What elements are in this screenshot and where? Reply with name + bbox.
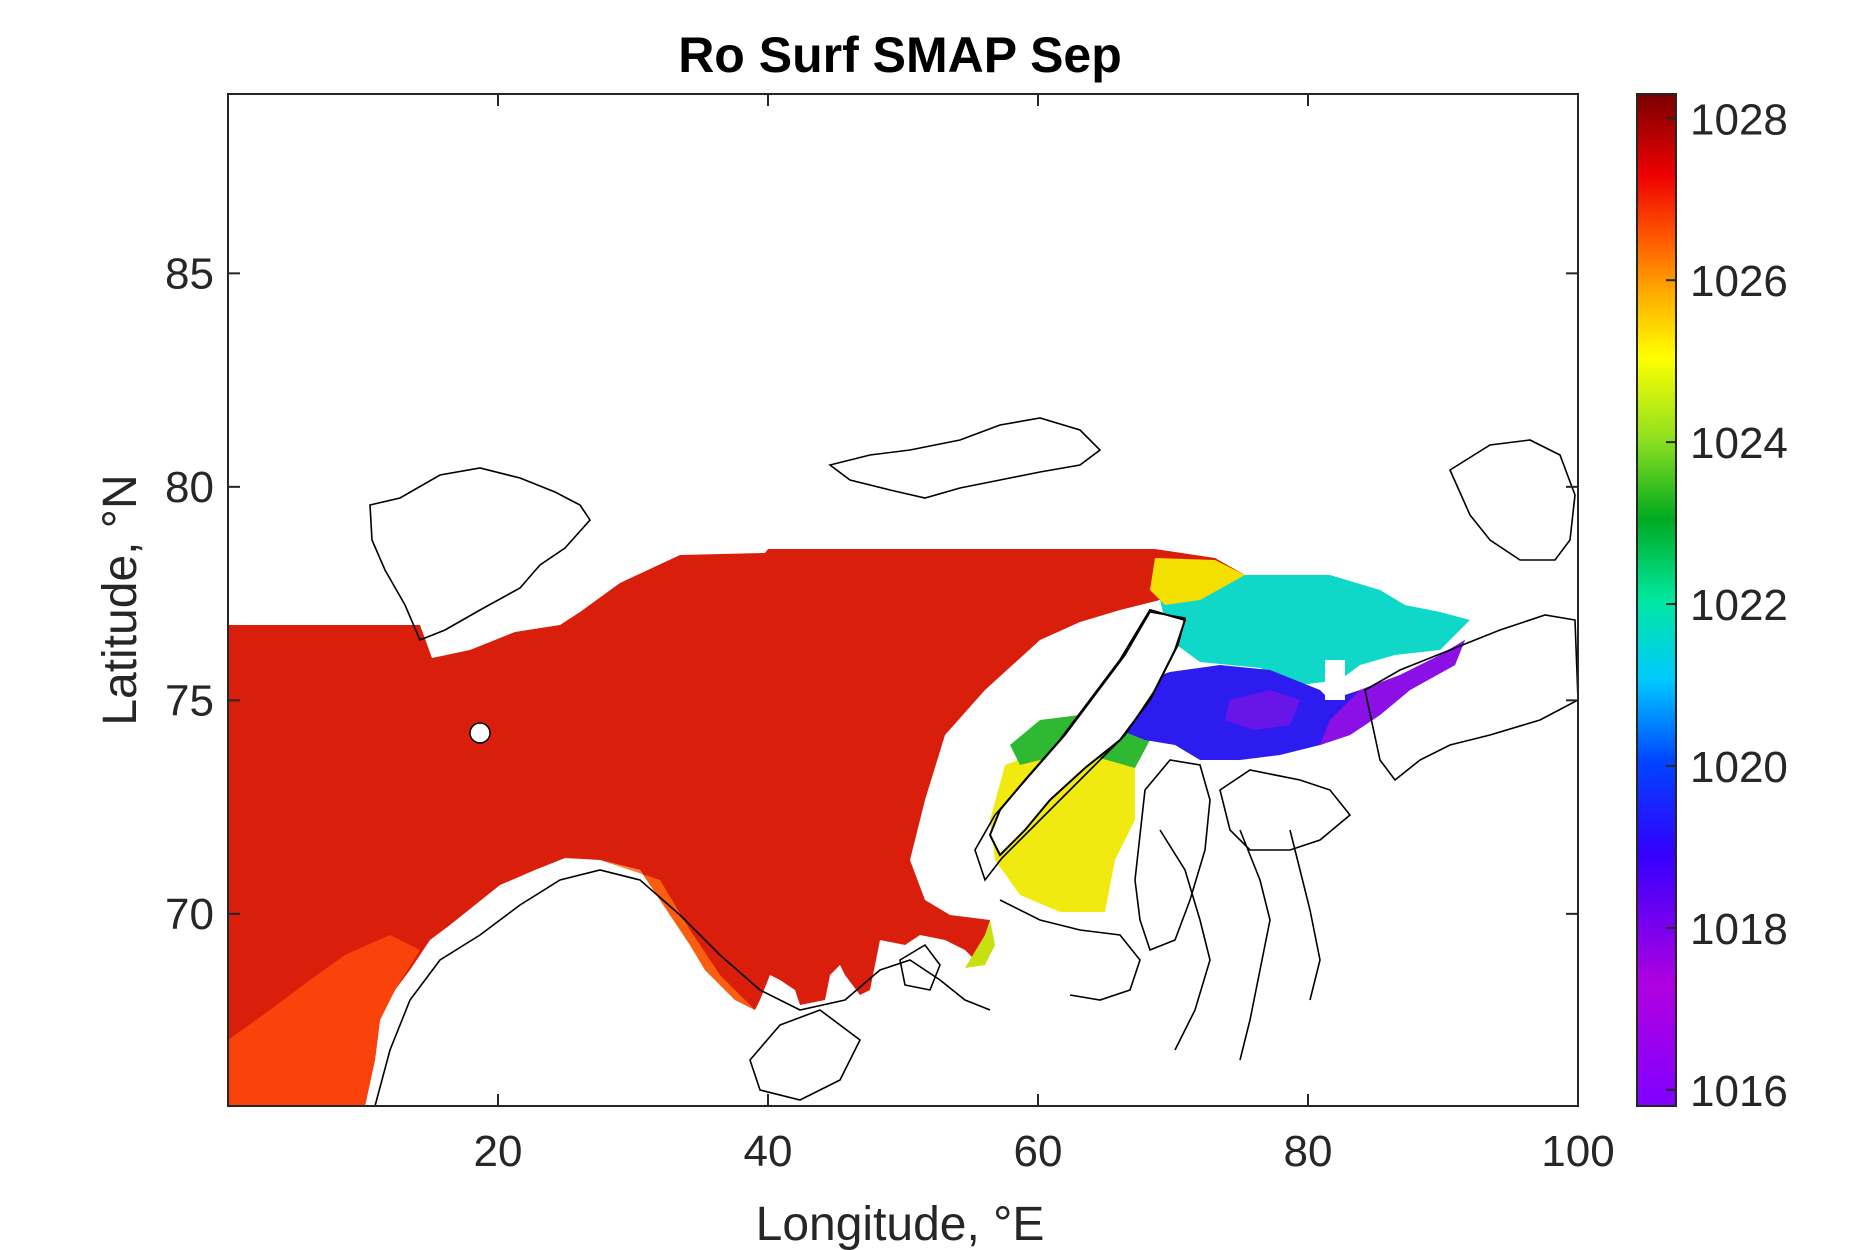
x-tick-label: 40 <box>744 1127 793 1176</box>
heatmap-region-north-kara <box>1160 575 1470 685</box>
colorbar <box>1636 93 1677 1107</box>
colorbar-tick-label: 1026 <box>1690 257 1788 306</box>
colorbar-tick-label: 1028 <box>1690 95 1788 144</box>
x-tick-label: 60 <box>1014 1127 1063 1176</box>
x-tick-label: 20 <box>474 1127 523 1176</box>
colorbar-tick-label: 1022 <box>1690 581 1788 630</box>
heatmap-layer <box>228 549 1470 1106</box>
heatmap-region-kara-yellow-edge <box>1150 558 1245 605</box>
y-tick-label: 85 <box>165 249 214 298</box>
coastline <box>369 417 1578 1106</box>
plot-frame <box>227 93 1579 1107</box>
y-axis: 70 75 80 85 <box>165 249 1578 939</box>
plot-area <box>228 94 1578 1106</box>
colorbar-tick-label: 1024 <box>1690 419 1788 468</box>
y-tick-label: 80 <box>165 463 214 512</box>
x-tick-label: 80 <box>1284 1127 1333 1176</box>
colorbar-tick-label: 1018 <box>1690 905 1788 954</box>
chart-title: Ro Surf SMAP Sep <box>678 27 1122 83</box>
heatmap-region-purple-core <box>1225 690 1300 730</box>
y-axis-label: Latitude, °N <box>94 474 147 725</box>
heatmap-region-norwegian-coast <box>228 935 420 1106</box>
heatmap-region-pechora-sea <box>965 920 995 968</box>
heatmap-region-kola-coast <box>600 860 755 1010</box>
y-tick-label: 75 <box>165 676 214 725</box>
y-tick-label: 70 <box>165 890 214 939</box>
x-axis-label: Longitude, °E <box>756 1198 1045 1250</box>
heatmap-region-barents-sea <box>228 549 1245 1106</box>
colorbar-tick-label: 1016 <box>1690 1067 1788 1116</box>
colorbar-ticks: 1016 1018 1020 1022 1024 1026 1028 <box>1666 95 1788 1116</box>
colorbar-tick-label: 1020 <box>1690 743 1788 792</box>
x-axis: 20 40 60 80 100 <box>474 94 1615 1176</box>
x-tick-label: 100 <box>1541 1127 1614 1176</box>
heatmap-region-purple-fringe <box>1320 640 1465 745</box>
